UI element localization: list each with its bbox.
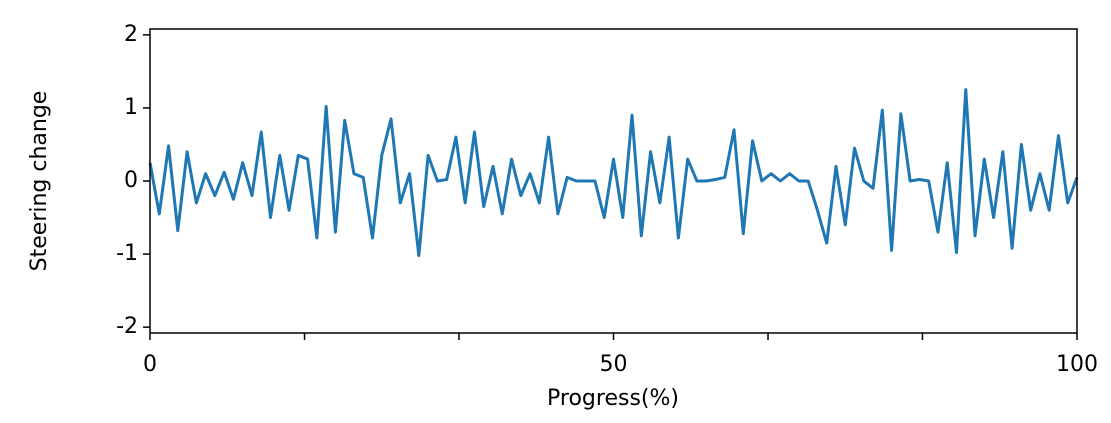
y-tick-label: 2 xyxy=(124,22,138,47)
plot-frame xyxy=(149,28,1078,334)
y-tick-label: -1 xyxy=(116,241,138,266)
x-tick-label: 50 xyxy=(600,352,628,377)
x-tick-label: 100 xyxy=(1056,352,1098,377)
y-tick-label: -2 xyxy=(116,314,138,339)
y-axis-label: Steering change xyxy=(27,91,52,272)
y-tick-label: 0 xyxy=(124,168,138,193)
x-tick-label: 0 xyxy=(143,352,157,377)
y-tick-label: 1 xyxy=(124,95,138,120)
data-line xyxy=(148,88,1079,258)
x-axis-label: Progress(%) xyxy=(547,386,679,411)
